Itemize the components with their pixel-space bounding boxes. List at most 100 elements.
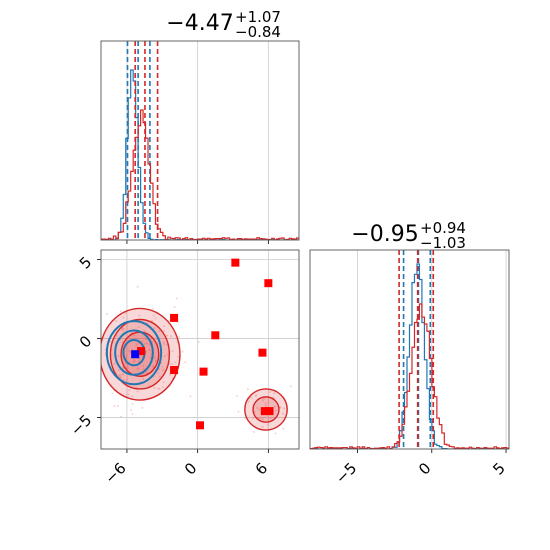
joint-sample-dot <box>254 395 257 398</box>
joint-xtick-label-2: 6 <box>252 459 271 478</box>
joint-sample-dot <box>262 418 265 421</box>
joint-sample-dot <box>136 285 139 288</box>
joint-sample-dot <box>109 340 112 343</box>
joint-sample-dot <box>171 349 174 352</box>
joint-sample-dot <box>121 373 124 376</box>
joint-sample-dot <box>246 388 249 391</box>
joint-sample-dot <box>125 354 128 357</box>
joint-sample-dot <box>261 425 264 428</box>
joint-sample-dot <box>289 385 292 388</box>
joint-red-marker-9 <box>196 421 204 430</box>
marginal-y-xtick-label-0: −5 <box>332 459 360 487</box>
joint-sample-dot <box>129 351 132 354</box>
joint-sample-dot <box>264 402 267 405</box>
joint-sample-dot <box>177 355 180 358</box>
joint-sample-dot <box>152 314 155 317</box>
joint-sample-dot <box>127 366 130 369</box>
joint-sample-dot <box>267 400 270 403</box>
joint-ytick-label-2: 5 <box>76 253 95 272</box>
joint-sample-dot <box>141 406 144 409</box>
joint-sample-dot <box>137 367 140 370</box>
joint-sample-dot <box>257 408 260 411</box>
joint-sample-dot <box>169 335 172 338</box>
marginal-x-histogram-series-1 <box>101 109 299 240</box>
joint-sample-dot <box>145 371 148 374</box>
joint-sample-dot <box>273 405 276 408</box>
joint-red-marker-1 <box>264 279 273 288</box>
joint-sample-dot <box>175 297 178 300</box>
joint-sample-dot <box>143 329 146 332</box>
joint-contour-2-level-0 <box>105 320 163 386</box>
joint-red-marker-3 <box>211 331 220 340</box>
joint-sample-dot <box>235 394 238 397</box>
joint-red-marker-2 <box>170 313 179 322</box>
joint-xtick-label-1: 0 <box>181 459 200 478</box>
joint-sample-dot <box>124 311 127 314</box>
joint-sample-dot <box>136 390 139 393</box>
joint-red-marker-7 <box>260 407 269 416</box>
joint-sample-dot <box>252 417 255 420</box>
joint-sample-dot <box>163 329 166 332</box>
joint-sample-dot <box>247 400 250 403</box>
joint-panel: −5 0 5 −6 0 6 <box>67 249 300 487</box>
joint-sample-dot <box>161 386 164 389</box>
joint-sample-dot <box>133 334 136 337</box>
joint-sample-dot <box>155 359 158 362</box>
joint-sample-dot <box>127 393 130 396</box>
joint-sample-dot <box>256 406 259 409</box>
joint-red-marker-5 <box>170 366 179 375</box>
joint-red-marker-6 <box>199 367 208 376</box>
marginal-x-title-sup: +1.07 <box>235 8 281 26</box>
marginal-x-histogram-series-0 <box>101 69 299 240</box>
joint-sample-dot <box>137 326 140 329</box>
joint-sample-dot <box>157 387 160 390</box>
joint-sample-dot <box>95 365 97 367</box>
joint-sample-dot <box>153 327 156 330</box>
marginal-y-plot-area <box>310 250 509 449</box>
joint-sample-dot <box>122 367 125 370</box>
marginal-y-panel: −5 0 5 <box>309 249 510 487</box>
joint-sample-dot <box>145 342 148 345</box>
joint-sample-dot <box>178 335 181 338</box>
joint-sample-dot <box>105 312 108 315</box>
joint-red-marker-8 <box>265 407 274 416</box>
marginal-y-histogram-series-1 <box>310 303 509 449</box>
joint-sample-dot <box>113 362 116 365</box>
joint-sample-dot <box>161 365 164 368</box>
joint-sample-dot <box>174 361 177 364</box>
joint-sample-dot <box>169 363 172 366</box>
joint-sample-dot <box>162 381 165 384</box>
joint-sample-dot <box>173 306 176 309</box>
joint-sample-dot <box>158 330 161 333</box>
joint-contour-2-level-1 <box>114 329 154 376</box>
marginal-y-title-sub: −1.03 <box>420 234 466 252</box>
joint-sample-dot <box>274 432 277 435</box>
joint-sample-dot <box>189 395 192 398</box>
joint-sample-dot <box>148 384 151 387</box>
joint-sample-dot <box>142 368 145 371</box>
joint-sample-dot <box>264 404 267 407</box>
joint-sample-dot <box>163 325 166 328</box>
joint-sample-dot <box>132 360 135 363</box>
joint-sample-dot <box>133 359 136 362</box>
marginal-y-xtick-label-1: 0 <box>415 459 434 478</box>
marginal-y-histogram-series-0 <box>310 263 509 449</box>
joint-sample-dot <box>117 369 120 372</box>
joint-sample-dot <box>152 307 155 310</box>
joint-sample-dot <box>143 343 146 346</box>
marginal-x-frame <box>100 40 300 241</box>
joint-sample-dot <box>162 342 165 345</box>
joint-sample-dot <box>184 361 187 364</box>
marginal-y-title-sup: +0.94 <box>420 219 466 237</box>
joint-sample-dot <box>151 319 154 322</box>
joint-sample-dot <box>141 340 144 343</box>
joint-ytick-label-0: −5 <box>67 411 95 439</box>
joint-sample-dot <box>161 369 164 372</box>
joint-sample-dot <box>165 343 168 346</box>
joint-sample-dot <box>250 396 253 399</box>
joint-sample-dot <box>181 350 184 353</box>
joint-sample-dot <box>117 355 120 358</box>
joint-sample-dot <box>115 319 118 322</box>
marginal-x-panel <box>100 40 300 244</box>
joint-sample-dot <box>142 364 145 367</box>
